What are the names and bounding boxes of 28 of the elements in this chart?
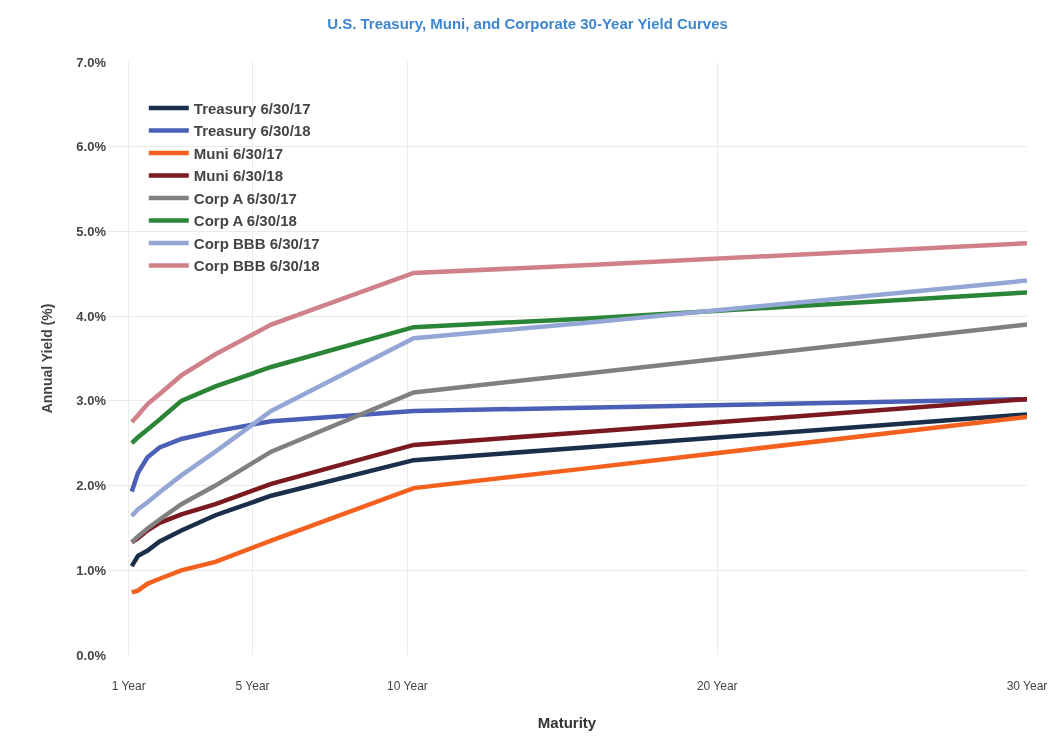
legend-label: Muni 6/30/17: [193, 144, 283, 162]
line-series: [129, 322, 1027, 545]
line-series: [129, 414, 1027, 595]
x-tick-label: 30 Year: [1006, 679, 1048, 693]
line-series: [129, 278, 1027, 519]
legend-label: Muni 6/30/18: [193, 167, 283, 185]
y-tick-label: 4.0%: [76, 308, 107, 324]
y-tick-label: 3.0%: [76, 393, 107, 409]
x-axis-title: Maturity: [537, 714, 597, 731]
legend-label: Corp BBB 6/30/18: [193, 257, 320, 275]
legend-label: Treasury 6/30/18: [193, 122, 311, 140]
legend-label: Corp A 6/30/17: [193, 189, 297, 207]
y-tick-label: 1.0%: [76, 562, 107, 578]
chart-title: U.S. Treasury, Muni, and Corporate 30-Year Yield Curves: [327, 15, 728, 33]
line-series: [129, 412, 1027, 569]
y-tick-label: 7.0%: [76, 54, 107, 70]
x-tick-label: 20 Year: [696, 679, 738, 693]
legend-label: Treasury 6/30/17: [193, 99, 311, 117]
y-tick-label: 2.0%: [76, 478, 107, 494]
y-tick-label: 5.0%: [76, 223, 107, 239]
y-tick-label: 0.0%: [76, 647, 107, 663]
legend-label: Corp A 6/30/18: [193, 212, 297, 230]
y-axis-title: Annual Yield (%): [38, 303, 55, 414]
y-tick-label: 6.0%: [76, 139, 107, 155]
x-tick-label: 1 Year: [111, 679, 146, 693]
x-tick-label: 5 Year: [235, 679, 270, 693]
legend-label: Corp BBB 6/30/17: [193, 234, 320, 252]
x-tick-label: 10 Year: [387, 679, 428, 693]
